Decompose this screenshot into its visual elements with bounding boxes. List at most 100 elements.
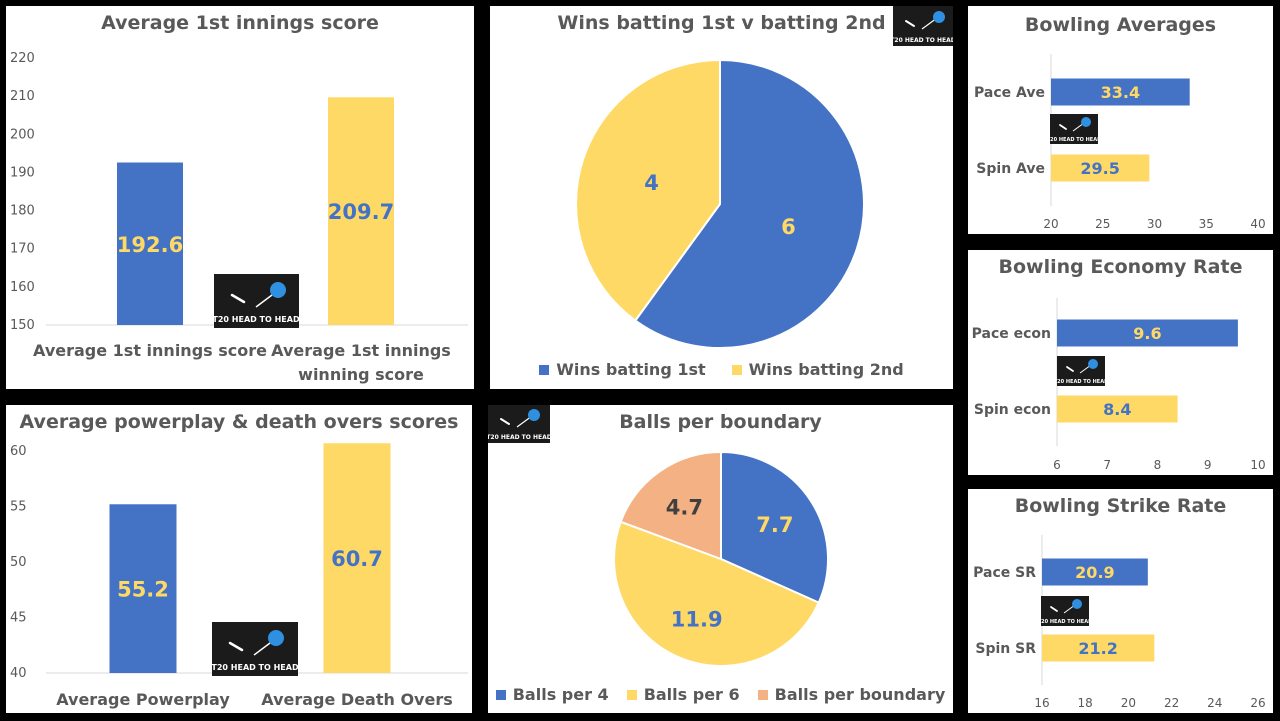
bar	[109, 504, 177, 673]
legend-swatch	[539, 364, 550, 375]
legend-label: Wins batting 1st	[556, 360, 706, 379]
y-tick-label: 50	[10, 555, 27, 570]
bar	[323, 443, 391, 673]
chart-panel-avg-1st-innings: Average 1st innings score 150 160 170 180 19…	[6, 6, 474, 389]
chart-title: Average 1st innings score	[101, 12, 379, 34]
x-category-label: Average 1st innings score	[33, 341, 267, 360]
bar	[1042, 558, 1148, 586]
slice-value-label: 4.7	[666, 495, 703, 519]
x-category-label: Average Powerplay	[56, 690, 230, 709]
logo-graphic-icon: T20 HEAD TO HEAD	[212, 282, 300, 324]
legend-label: Balls per 4	[512, 685, 609, 704]
bar-value-label: 33.4	[1101, 83, 1140, 102]
pie-slice	[575, 58, 721, 322]
hbar-chart-bowling-strike-rate: 16 18 20 22 24 26 20.9 Pace SR 21.2 Spin SR	[973, 535, 1266, 710]
x-category-label: winning score	[298, 365, 424, 384]
pie-slice	[633, 58, 865, 349]
legend-swatch	[757, 689, 768, 700]
bar	[1057, 395, 1178, 423]
y-category-label: Pace econ	[972, 326, 1051, 342]
x-tick-label: 6	[1053, 458, 1061, 472]
y-tick-label: 55	[10, 500, 27, 515]
bar-value-label: 21.2	[1078, 639, 1117, 658]
x-category-label: Average Death Overs	[261, 690, 453, 709]
y-tick-label: 210	[10, 89, 35, 104]
logo-text: T20 HEAD TO HEAD	[1047, 137, 1102, 143]
bar	[328, 97, 394, 325]
chart-title: Bowling Averages	[1024, 14, 1217, 36]
y-tick-label: 45	[10, 611, 27, 626]
slice-value-label: 11.9	[671, 607, 723, 631]
x-tick-label: 20	[1043, 217, 1058, 231]
chart-panel-balls-per-boundary: Balls per boundary 7.7 11.9 4.7 T20 HEAD T…	[488, 405, 953, 713]
legend-label: Wins batting 2nd	[748, 360, 904, 379]
bar-value-label: 9.6	[1133, 324, 1161, 343]
logo-text: T20 HEAD TO HEAD	[1054, 379, 1109, 385]
logo-t20-head-to-head: T20 HEAD TO HEAD	[1038, 596, 1092, 626]
bar-value-label: 209.7	[328, 200, 394, 224]
bar-chart-powerplay-death: 40 45 50 55 60 55.2 Average Powerplay 60.7 Avera…	[10, 443, 468, 709]
chart-legend: Balls per 4 Balls per 6 Balls per bounda…	[488, 685, 953, 704]
x-category-label: Average 1st innings	[271, 341, 451, 360]
legend-item: Wins batting 1st	[539, 360, 706, 379]
x-tick-label: 24	[1207, 696, 1222, 710]
logo-graphic-icon: T20 HEAD TO HEAD	[1047, 117, 1101, 143]
x-tick-label: 7	[1103, 458, 1111, 472]
x-tick-label: 10	[1250, 458, 1265, 472]
pie-slice	[619, 450, 722, 561]
x-tick-label: 8	[1154, 458, 1162, 472]
chart-title: Average powerplay & death overs scores	[19, 411, 459, 433]
legend-item: Balls per boundary	[757, 685, 946, 704]
y-tick-label: 190	[10, 165, 35, 180]
chart-title: Bowling Economy Rate	[998, 256, 1243, 278]
legend-label: Balls per 6	[643, 685, 740, 704]
logo-t20-head-to-head: T20 HEAD TO HEAD	[212, 274, 300, 328]
logo-t20-head-to-head: T20 HEAD TO HEAD	[1047, 114, 1101, 144]
legend-label: Balls per boundary	[774, 685, 946, 704]
bar	[117, 162, 183, 325]
logo-t20-head-to-head: T20 HEAD TO HEAD	[1054, 356, 1108, 386]
chart-panel-powerplay-death: Average powerplay & death overs scores 4…	[6, 405, 472, 713]
bar-value-label: 8.4	[1103, 400, 1131, 419]
bar	[1051, 78, 1190, 106]
logo-t20-head-to-head: T20 HEAD TO HEAD	[890, 6, 953, 46]
y-tick-label: 150	[10, 318, 35, 333]
y-category-label: Spin Ave	[976, 161, 1045, 177]
logo-t20-head-to-head: T20 HEAD TO HEAD	[488, 405, 552, 443]
x-tick-label: 40	[1250, 217, 1265, 231]
logo-graphic-icon: T20 HEAD TO HEAD	[890, 11, 953, 44]
x-tick-label: 25	[1095, 217, 1110, 231]
bar	[1051, 154, 1150, 182]
logo-text: T20 HEAD TO HEAD	[890, 37, 953, 44]
chart-panel-bowling-strike-rate: Bowling Strike Rate 16 18 20 22 24 26 20.9 Pace…	[968, 489, 1273, 713]
y-tick-label: 200	[10, 127, 35, 142]
chart-title: Balls per boundary	[619, 411, 822, 433]
y-category-label: Pace SR	[973, 565, 1036, 581]
chart-panel-bowling-averages: Bowling Averages 20 25 30 35 40 33.4 Pace Ave 2…	[968, 6, 1273, 234]
bar	[1057, 319, 1238, 347]
hbar-chart-bowling-economy: 6 7 8 9 10 9.6 Pace econ 8.4 Spin econ	[972, 298, 1266, 472]
bar-value-label: 60.7	[331, 547, 383, 571]
legend-swatch	[626, 689, 637, 700]
logo-graphic-icon: T20 HEAD TO HEAD	[1054, 359, 1108, 385]
logo-text: T20 HEAD TO HEAD	[488, 434, 552, 441]
bar-chart-avg-1st-innings: 150 160 170 180 190 200 210 220 192.6 Average 1st…	[10, 51, 468, 384]
legend-swatch	[495, 689, 506, 700]
pie-chart-wins-batting: 64	[575, 58, 865, 349]
y-category-label: Pace Ave	[974, 85, 1045, 101]
bar-value-label: 55.2	[117, 578, 169, 602]
logo-text: T20 HEAD TO HEAD	[1038, 619, 1093, 625]
bar-value-label: 20.9	[1075, 563, 1114, 582]
y-tick-label: 40	[10, 666, 27, 681]
x-tick-label: 30	[1147, 217, 1162, 231]
pie-slice	[613, 520, 821, 667]
y-category-label: Spin SR	[975, 641, 1036, 657]
chart-title: Wins batting 1st v batting 2nd	[557, 12, 886, 34]
slice-value-label: 6	[781, 215, 796, 239]
chart-legend: Wins batting 1st Wins batting 2nd	[490, 360, 953, 379]
logo-text: T20 HEAD TO HEAD	[212, 315, 300, 324]
legend-item: Wins batting 2nd	[731, 360, 904, 379]
y-tick-label: 160	[10, 280, 35, 295]
logo-t20-head-to-head: T20 HEAD TO HEAD	[211, 622, 299, 676]
y-tick-label: 220	[10, 51, 35, 66]
